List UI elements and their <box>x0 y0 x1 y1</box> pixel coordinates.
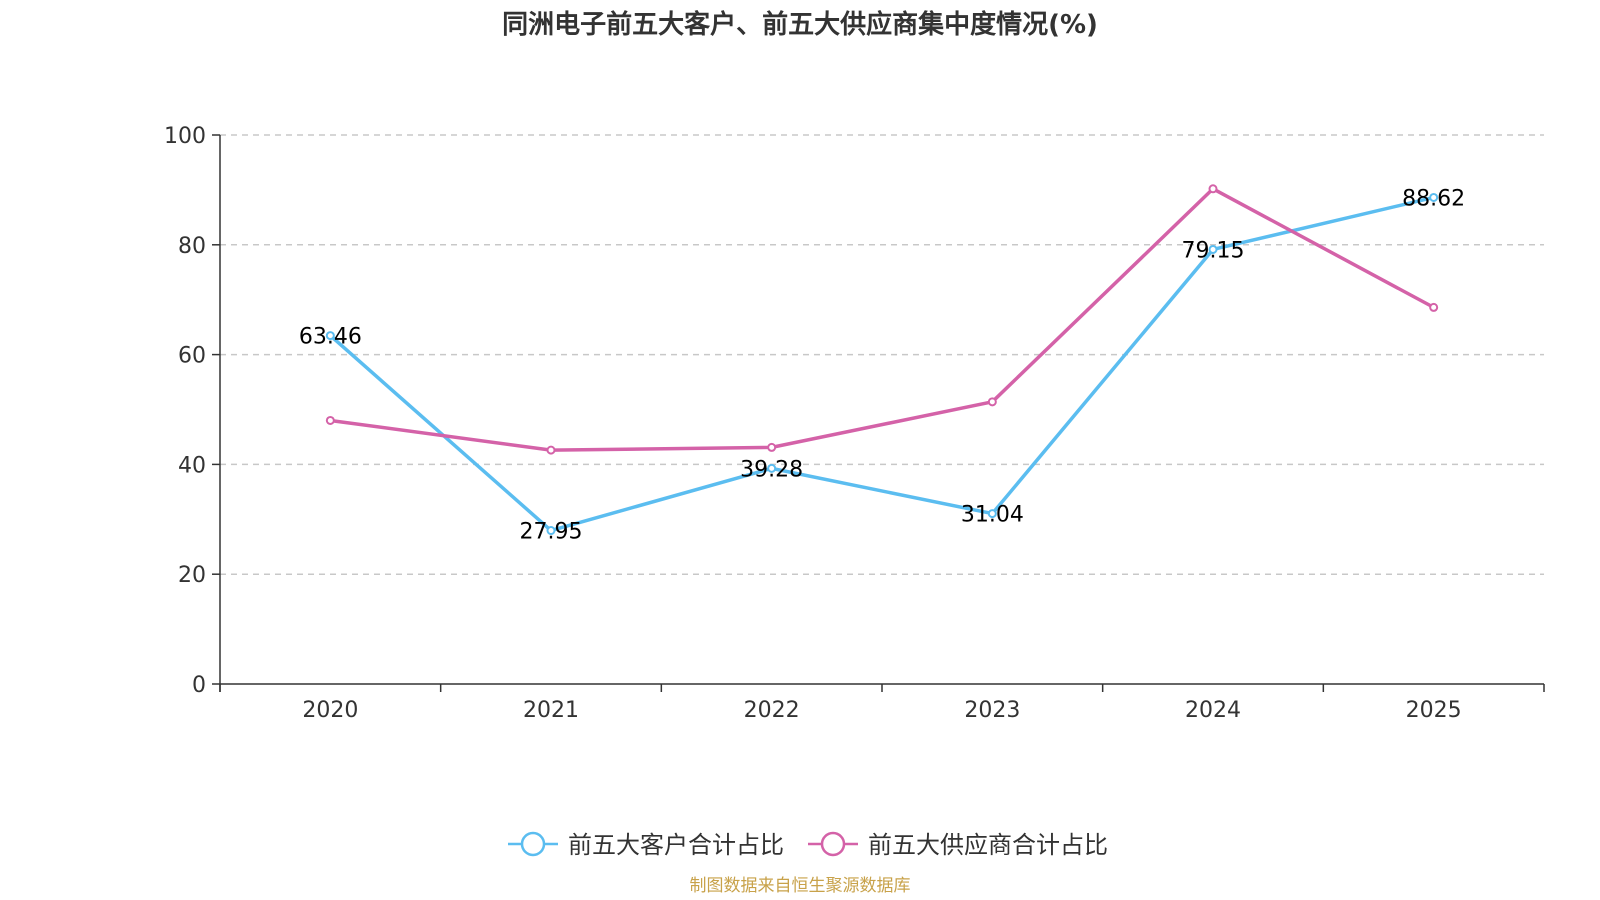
data-point <box>546 445 556 455</box>
data-point <box>767 442 777 452</box>
y-tick-label: 80 <box>178 234 206 259</box>
y-tick-label: 20 <box>178 563 206 588</box>
series-2 <box>325 184 1439 455</box>
y-tick-label: 100 <box>164 124 206 149</box>
data-point <box>325 415 335 425</box>
series-line <box>329 195 1435 533</box>
x-tick-label: 2024 <box>1185 698 1241 723</box>
data-point <box>987 509 997 519</box>
data-point <box>546 526 556 536</box>
legend-item-1[interactable]: 前五大客户合计占比 <box>508 831 784 859</box>
legend-item-2[interactable]: 前五大供应商合计占比 <box>808 831 1108 859</box>
series-line <box>330 187 1435 452</box>
data-point <box>987 397 997 407</box>
data-label: 79.15 <box>1182 238 1245 263</box>
data-point <box>1429 302 1439 312</box>
data-label: 31.04 <box>961 503 1024 528</box>
data-point <box>325 331 335 341</box>
legend-label: 前五大客户合计占比 <box>568 831 784 859</box>
x-tick-label: 2023 <box>964 698 1020 723</box>
x-tick-label: 2020 <box>302 698 358 723</box>
legend-label: 前五大供应商合计占比 <box>868 831 1108 859</box>
data-label: 63.46 <box>299 325 362 350</box>
data-label: 39.28 <box>740 457 803 482</box>
data-label: 88.62 <box>1402 186 1465 211</box>
x-tick-label: 2021 <box>523 698 579 723</box>
data-point <box>1208 244 1218 254</box>
data-point <box>767 463 777 473</box>
chart-title: 同洲电子前五大客户、前五大供应商集中度情况(%) <box>502 9 1098 40</box>
series-group: 63.46 27.95 39.28 31.04 79.15 88.62 <box>299 184 1465 545</box>
series-1: 63.46 27.95 39.28 31.04 79.15 88.62 <box>299 186 1465 544</box>
y-tick-label: 0 <box>192 673 206 698</box>
x-tick-label: 2025 <box>1406 698 1462 723</box>
gridlines <box>220 134 1544 575</box>
legend-marker <box>820 831 846 857</box>
legend[interactable]: 前五大客户合计占比 前五大供应商合计占比 <box>508 831 1108 859</box>
y-tick-label: 60 <box>178 344 206 369</box>
y-axis-ticks: 0 20 40 60 80 100 <box>164 124 220 698</box>
legend-marker <box>520 831 546 857</box>
data-label: 27.95 <box>520 520 583 545</box>
data-point <box>1429 192 1439 202</box>
source-note: 制图数据来自恒生聚源数据库 <box>690 876 911 896</box>
data-point <box>1208 184 1218 194</box>
x-tick-label: 2022 <box>744 698 800 723</box>
y-tick-label: 40 <box>178 453 206 478</box>
x-axis-ticks: 2020 2021 2022 2023 2024 2025 <box>219 684 1545 723</box>
